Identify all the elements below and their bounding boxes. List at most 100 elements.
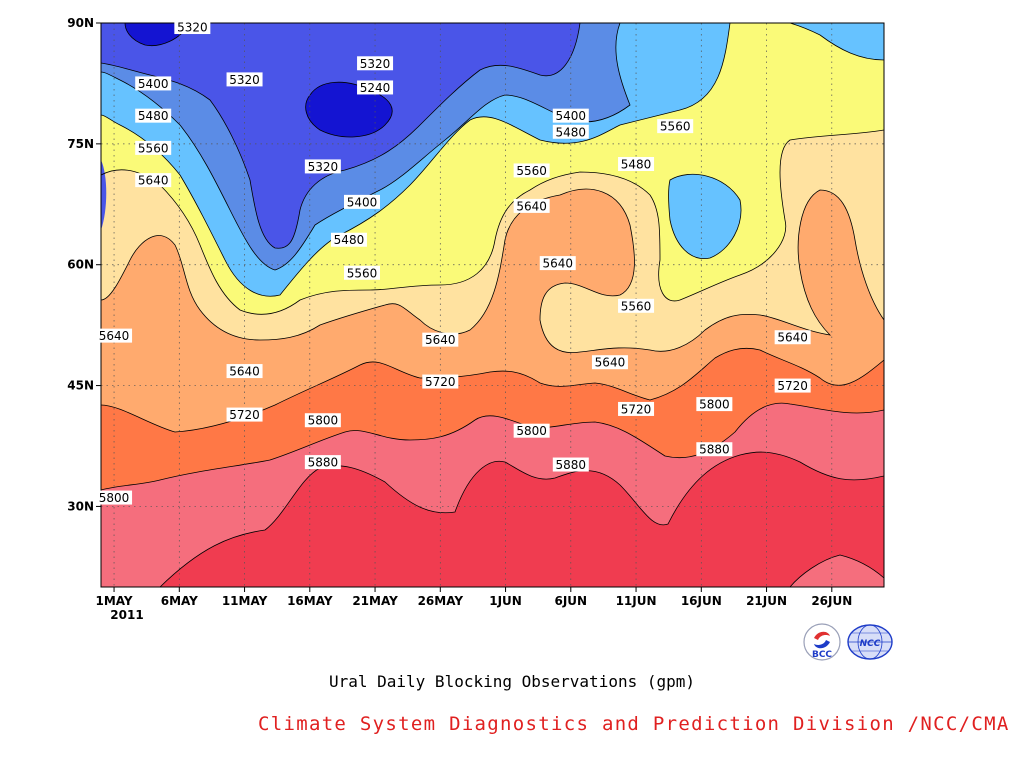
credit-line: Climate System Diagnostics and Predictio… [258,713,1010,735]
contour-label-text: 5320 [177,21,208,35]
contour-label: 5720 [226,407,263,422]
plot-frame [100,22,885,588]
y-tick-label: 30N [67,499,94,513]
contour-label: 5240 [357,80,394,95]
contour-label-text: 5640 [516,199,547,213]
contour-label-text: 5880 [699,443,730,457]
contour-label: 5560 [618,298,655,313]
contour-label: 5400 [552,108,589,123]
y-tick-label: 90N [67,16,94,30]
contour-label-text: 5400 [138,77,169,91]
contour-label-text: 5480 [621,158,652,172]
x-tick-label: 16MAY [287,594,333,608]
x-axis: 1MAY 6MAY 11MAY 16MAY 21MAY 26MAY 1JUN 6JUN 11JU… [95,587,852,608]
chart-title: Ural Daily Blocking Observations (gpm) [328,672,696,691]
x-tick-label: 11MAY [222,594,268,608]
contour-label: 5320 [357,56,394,71]
contour-label: 5880 [304,455,341,470]
contour-label-text: 5320 [308,160,339,174]
band-under-5240-b [305,82,393,137]
contour-line-5480 [101,23,731,297]
contour-label-text: 5240 [360,81,391,95]
contour-label: 5400 [135,76,172,91]
x-tick-label: 6MAY [161,594,198,608]
x-tick-label: 21JUN [746,594,787,608]
contour-line-5560 [101,129,884,315]
contour-label-text: 5800 [516,424,547,438]
contour-label-text: 5800 [99,491,130,505]
contour-label-text: 5400 [556,109,587,123]
bcc-logo: BCC [803,623,841,661]
pocket-5400-north-a [101,160,107,230]
contour-line-5480-pocket [668,173,742,259]
pocket-5480-east [668,174,741,259]
contour-label-text: 5720 [425,375,456,389]
contour-label-text: 5720 [777,379,808,393]
contour-label-text: 5480 [334,233,365,247]
contour-label: 5720 [618,401,655,416]
contour-label: 5640 [591,355,628,370]
contour-label: 5640 [96,328,133,343]
contour-line-5640 [101,188,884,354]
contour-label: 5640 [774,330,811,345]
contour-label-text: 5320 [229,73,260,87]
contour-label: 5800 [513,423,550,438]
contour-label: 5560 [513,163,550,178]
x-tick-label: 1JUN [489,594,522,608]
contour-label-text: 5560 [660,120,691,134]
contour-label: 5800 [696,397,733,412]
x-tick-label: 16JUN [681,594,722,608]
contour-label-text: 5560 [347,266,378,280]
contour-label-text: 5480 [138,109,169,123]
x-tick-label: 26JUN [811,594,852,608]
contour-label-text: 5640 [229,365,260,379]
x-tick-label: 26MAY [418,594,464,608]
contour-label: 5640 [422,332,459,347]
contour-label-text: 5560 [516,164,547,178]
svg-text:NCC: NCC [860,639,881,649]
contour-label: 5480 [618,157,655,172]
contour-fills [101,23,884,587]
contour-label-text: 5480 [556,125,587,139]
contour-line-5800 [101,402,884,491]
contour-label: 5560 [657,119,694,134]
x-year-label: 2011 [110,608,143,622]
contour-label: 5480 [330,232,367,247]
contour-label: 5480 [135,108,172,123]
ncc-logo: NCC [847,624,893,660]
contour-label: 5320 [304,159,341,174]
contour-label: 5320 [174,20,211,35]
contour-label: 5640 [513,198,550,213]
x-tick-label: 6JUN [554,594,587,608]
x-tick-label: 21MAY [352,594,398,608]
contour-label: 5560 [344,265,380,280]
contour-label-text: 5640 [425,333,456,347]
contour-label-text: 5720 [229,408,260,422]
contour-label-text: 5880 [308,456,339,470]
contour-label: 5640 [226,364,263,379]
contour-line-5240-b [305,81,393,138]
contour-label-text: 5720 [621,402,652,416]
contour-label-text: 5800 [699,398,730,412]
contour-line-5800-south [789,554,884,587]
contour-line-5480-east [789,23,884,61]
pocket-5800-south [790,555,884,587]
contour-label-text: 5640 [138,174,169,188]
contour-line-5320 [101,23,581,249]
y-axis: 90N 75N 60N 45N 30N [67,16,101,513]
band-under-5240-a [125,23,190,46]
contour-label: 5480 [552,124,589,139]
x-tick-label: 11JUN [616,594,657,608]
contour-label: 5800 [96,490,133,505]
contour-label: 5880 [552,457,589,472]
y-tick-label: 60N [67,258,94,272]
svg-text:BCC: BCC [812,650,832,660]
contour-label: 5880 [696,442,733,457]
contour-label: 5400 [344,194,380,209]
contour-label-text: 5800 [308,414,339,428]
contour-label-text: 5640 [542,257,573,271]
contour-label-text: 5560 [621,299,652,313]
y-tick-label: 75N [67,137,94,151]
contour-label-text: 5640 [99,329,130,343]
contour-label: 5320 [226,72,263,87]
